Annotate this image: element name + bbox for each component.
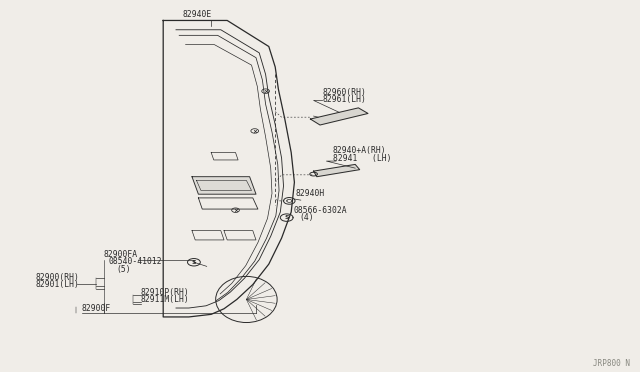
Text: S: S — [284, 215, 289, 220]
Polygon shape — [314, 164, 360, 177]
Text: 08566-6302A: 08566-6302A — [293, 206, 347, 215]
Polygon shape — [310, 108, 368, 125]
Text: 82900(RH): 82900(RH) — [35, 273, 79, 282]
Text: (5): (5) — [116, 265, 131, 274]
Text: 82911M(LH): 82911M(LH) — [141, 295, 189, 304]
Text: 82960(RH): 82960(RH) — [323, 88, 367, 97]
Text: (4): (4) — [300, 214, 314, 222]
Text: 82940H: 82940H — [296, 189, 325, 198]
Text: 82910P(RH): 82910P(RH) — [141, 288, 189, 297]
Text: 82900FA: 82900FA — [104, 250, 138, 259]
Text: 82941   (LH): 82941 (LH) — [333, 154, 391, 163]
Text: 82961(LH): 82961(LH) — [323, 95, 367, 104]
Text: 82940E: 82940E — [182, 10, 212, 19]
Text: JRP800 N: JRP800 N — [593, 359, 630, 368]
Text: 82940+A(RH): 82940+A(RH) — [333, 147, 387, 155]
Text: 82901(LH): 82901(LH) — [35, 280, 79, 289]
Polygon shape — [192, 177, 256, 194]
Text: 82900F: 82900F — [82, 304, 111, 313]
Text: S: S — [191, 260, 196, 265]
Text: 08540-41012: 08540-41012 — [109, 257, 163, 266]
